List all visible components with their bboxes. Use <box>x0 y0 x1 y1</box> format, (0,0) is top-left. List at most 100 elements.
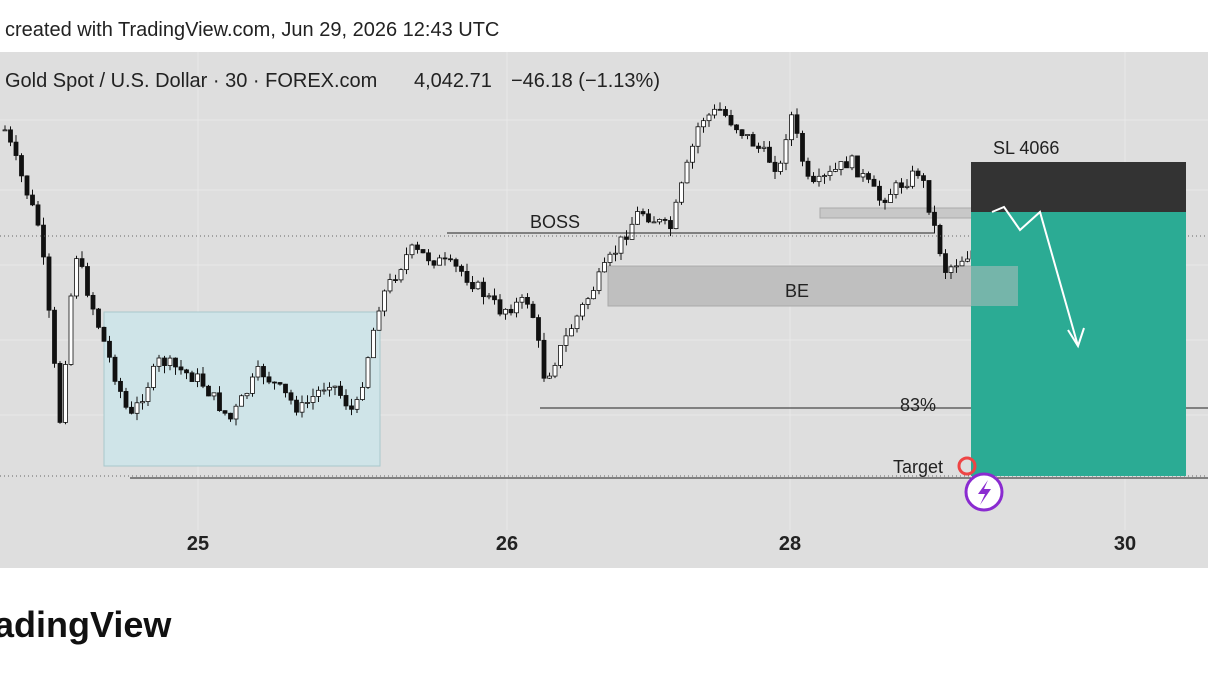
candle-body <box>767 146 772 163</box>
candle-body <box>74 258 79 297</box>
candle-body <box>409 244 415 256</box>
candle-body <box>503 308 508 315</box>
candle-body <box>211 392 217 397</box>
candle-body <box>893 182 899 195</box>
candle-body <box>288 392 294 401</box>
candle-body <box>640 211 646 215</box>
candle-body <box>580 304 585 317</box>
candle-body <box>574 315 580 329</box>
candle-body <box>761 146 767 149</box>
candle-body <box>2 129 8 132</box>
candle-body <box>552 365 558 377</box>
candle-body <box>497 299 503 315</box>
candle-body <box>778 162 783 172</box>
candle-body <box>679 182 684 203</box>
candle-body <box>24 175 30 196</box>
be-overlay <box>971 266 1018 306</box>
candle-body <box>162 357 167 366</box>
candle-body <box>316 389 321 397</box>
candle-body <box>46 256 52 311</box>
bolt <box>978 480 991 505</box>
candle-body <box>30 194 35 206</box>
candle-body <box>233 405 239 420</box>
x-label: 26 <box>496 533 518 555</box>
candle-body <box>404 254 409 271</box>
candle-body <box>569 328 574 337</box>
candle-body <box>882 199 888 203</box>
x-label: 30 <box>1114 533 1136 555</box>
candle-body <box>178 366 184 371</box>
candle-body <box>321 389 327 392</box>
candle-body <box>184 369 189 374</box>
candle-body <box>68 295 74 365</box>
candle-body <box>310 396 316 403</box>
candle-body <box>508 308 514 314</box>
arrow-head <box>1067 327 1085 349</box>
candle-body <box>123 391 129 408</box>
candle-body <box>613 252 618 255</box>
candle-body <box>965 258 970 262</box>
candle-body <box>723 109 728 116</box>
candle-body <box>145 387 151 402</box>
candle-body <box>200 373 206 387</box>
candle-body <box>41 224 46 258</box>
candle-body <box>591 290 596 300</box>
candle-body <box>354 399 360 410</box>
be-label: BE <box>785 281 809 301</box>
candle-body <box>525 297 530 305</box>
candle-body <box>596 271 602 291</box>
candle-body <box>816 175 822 183</box>
candle-body <box>530 303 536 318</box>
candle-body <box>877 185 882 201</box>
candle-body <box>673 201 679 230</box>
candle-body <box>140 401 145 404</box>
candle-body <box>13 141 19 156</box>
candle-body <box>437 257 442 266</box>
candle-body <box>833 169 838 172</box>
candle-body <box>899 182 904 188</box>
candle-body <box>789 114 794 141</box>
candle-body <box>866 173 871 180</box>
candle-body <box>607 253 613 263</box>
candle-body <box>849 155 855 169</box>
candle-body <box>739 129 745 136</box>
candle-body <box>822 175 827 177</box>
candle-body <box>85 266 90 296</box>
candle-body <box>838 161 844 170</box>
candle-body <box>904 185 910 188</box>
candle-body <box>261 366 266 378</box>
candle-body <box>514 301 519 314</box>
candle-body <box>90 294 96 310</box>
candle-body <box>492 295 497 301</box>
candle-body <box>695 126 701 147</box>
candle-body <box>547 375 552 379</box>
candle-body <box>393 279 398 281</box>
x-label: 25 <box>187 533 209 555</box>
candle-body <box>8 129 13 143</box>
candle-body <box>937 225 943 255</box>
candle-body <box>294 399 299 413</box>
candle-body <box>96 308 101 328</box>
candle-body <box>921 175 926 181</box>
candle-body <box>657 219 662 223</box>
candle-body <box>398 269 404 281</box>
candle-body <box>519 297 525 303</box>
candle-body <box>222 410 228 414</box>
candle-body <box>371 329 376 359</box>
candle-body <box>646 213 651 223</box>
candle-body <box>382 290 387 312</box>
x-label: 28 <box>779 533 801 555</box>
candle-body <box>486 295 492 298</box>
candle-body <box>662 219 668 221</box>
candle-body <box>915 170 921 177</box>
stop-zone <box>971 162 1186 212</box>
candle-body <box>855 155 860 178</box>
candle-body <box>327 386 332 391</box>
candle-body <box>948 266 954 273</box>
candle-body <box>684 161 690 184</box>
candle-body <box>558 345 563 366</box>
candle-body <box>811 175 816 183</box>
candle-body <box>206 385 211 397</box>
candle-body <box>173 357 178 368</box>
